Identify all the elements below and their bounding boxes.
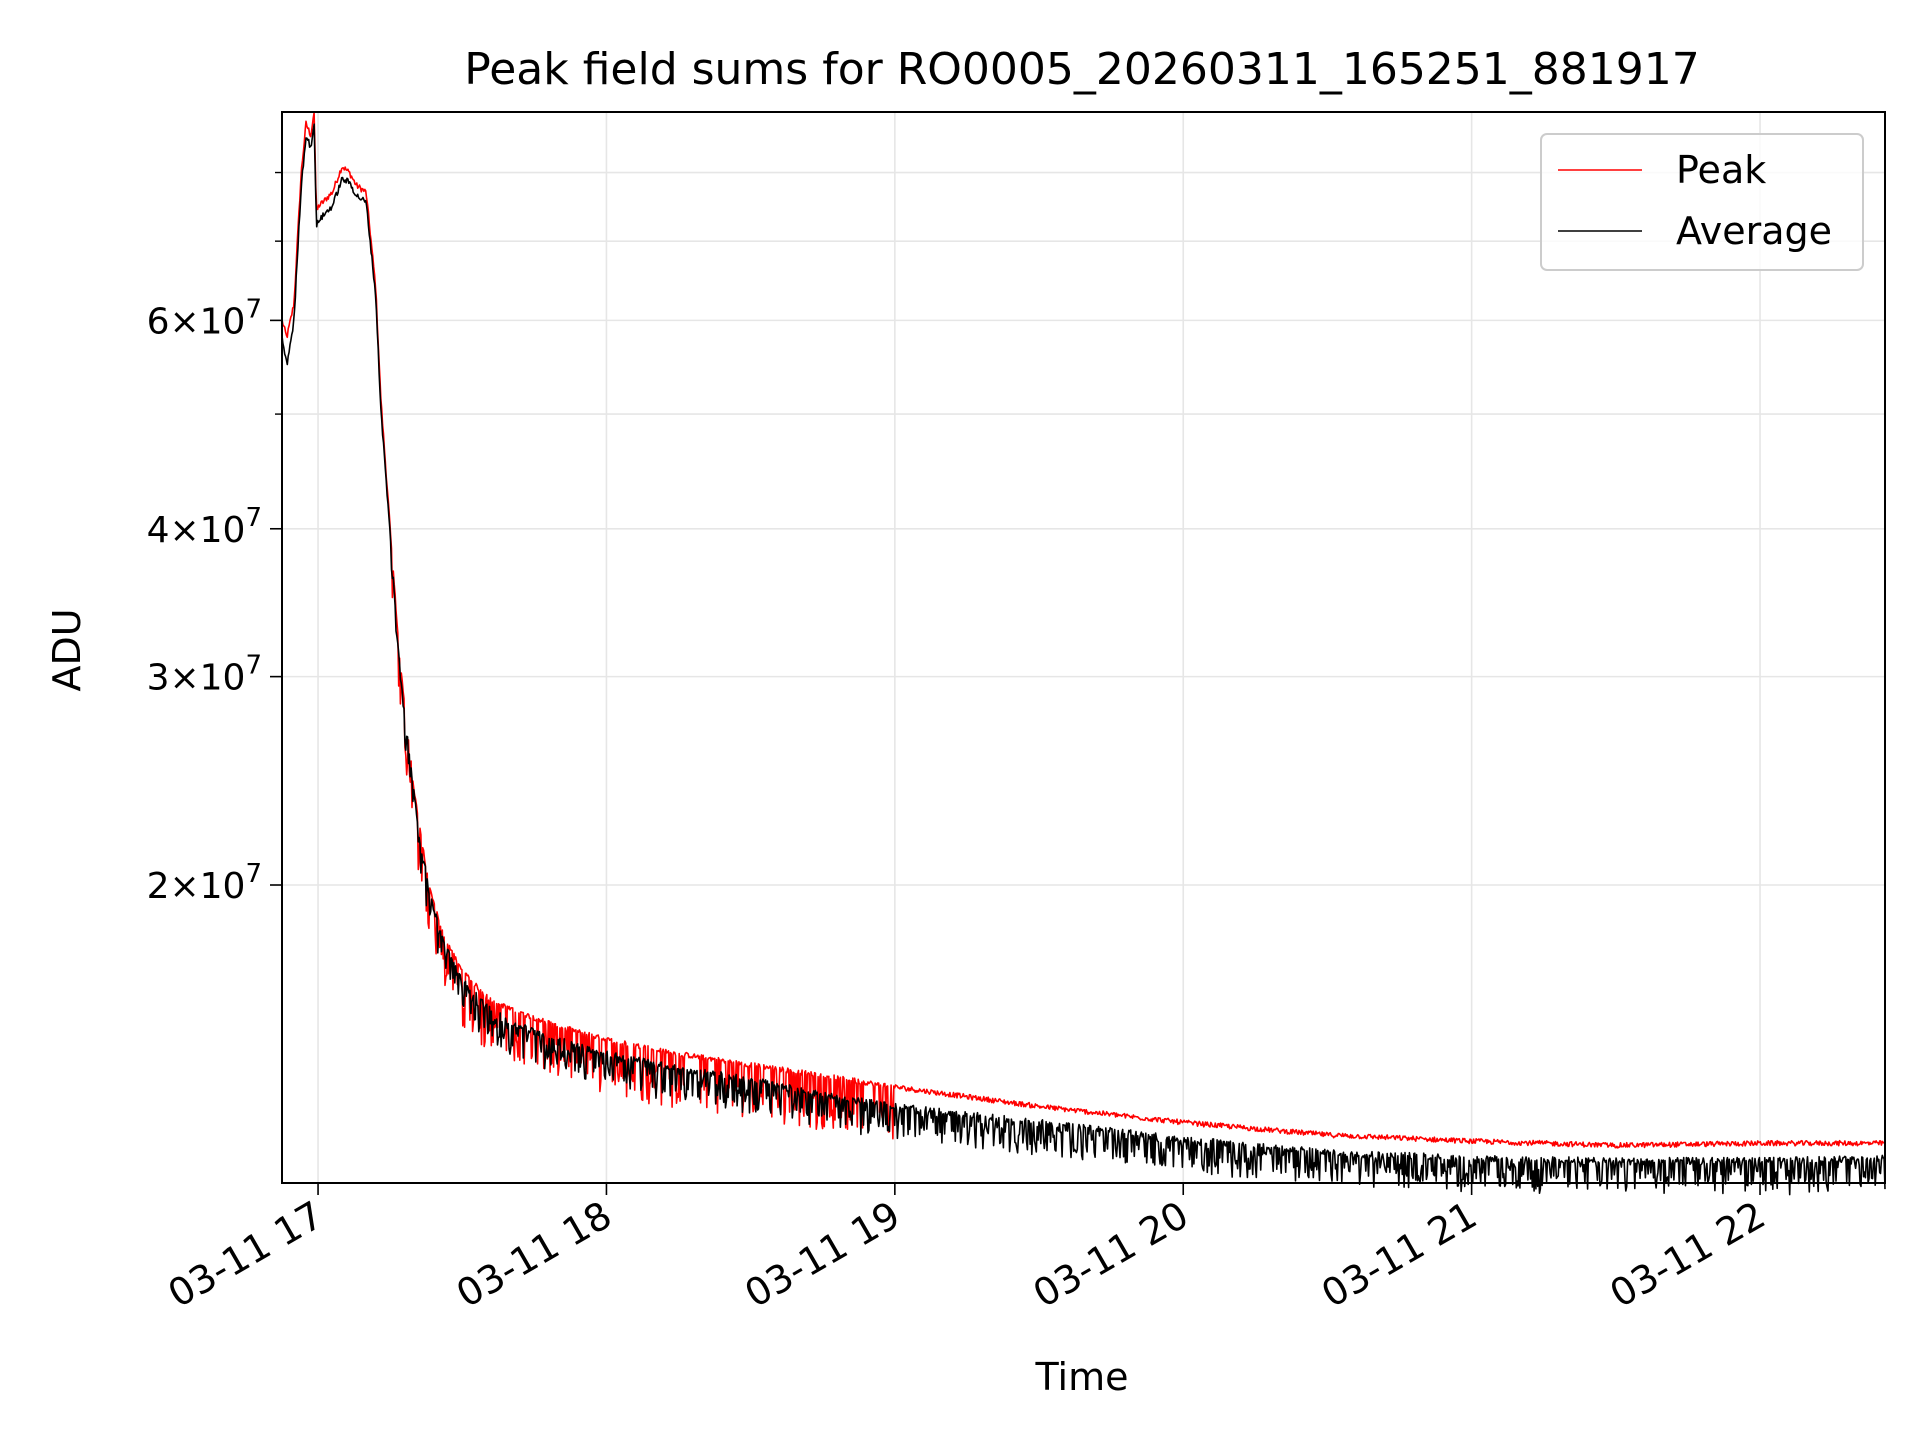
y-tick-label: 6×107 — [147, 294, 262, 342]
grid — [282, 112, 1885, 1183]
x-axis-label: Time — [1035, 1355, 1129, 1399]
legend-frame — [1540, 133, 1864, 271]
y-axis-label: ADU — [45, 608, 89, 691]
legend-label-average: Average — [1676, 209, 1832, 253]
series-group — [281, 111, 1886, 1196]
y-tick-label: 3×107 — [147, 651, 262, 699]
legend: Peak Average — [1540, 133, 1864, 271]
chart-title: Peak field sums for RO0005_20260311_1652… — [464, 44, 1700, 95]
series-line-peak — [281, 111, 1886, 1149]
y-tick-label: 2×107 — [147, 859, 262, 907]
y-tick-label: 4×107 — [147, 503, 262, 551]
plot-frame — [281, 111, 1886, 1184]
legend-label-peak: Peak — [1676, 148, 1766, 192]
series-line-average — [281, 123, 1886, 1196]
